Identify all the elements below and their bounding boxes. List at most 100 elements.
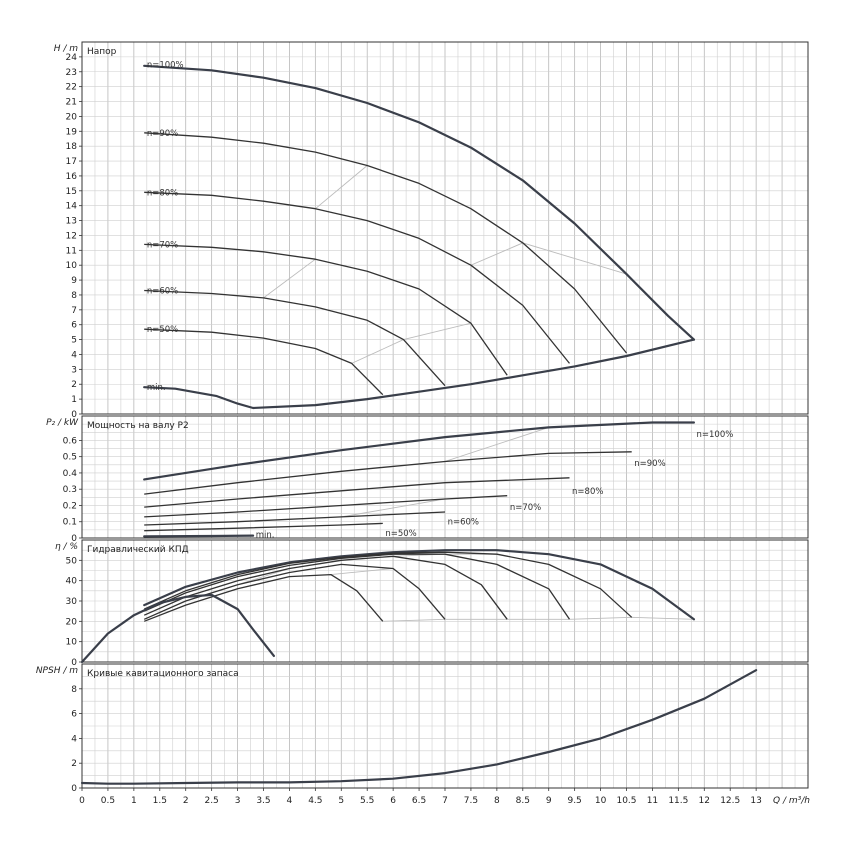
panel-title: Кривые кавитационного запаса <box>87 669 239 679</box>
series-line-n-60 <box>144 289 446 387</box>
y-tick-label: 9 <box>71 276 77 286</box>
guide-line <box>351 242 627 364</box>
series-line-n-90 <box>143 551 633 618</box>
y-tick-label: 4 <box>71 350 77 360</box>
series-label-min: min. <box>147 383 166 393</box>
y-tick-label: 17 <box>66 157 77 167</box>
series-label-n-50: n=50% <box>147 325 178 335</box>
y-tick-label: 0.6 <box>63 436 78 446</box>
y-tick-label: 0.5 <box>63 453 77 463</box>
y-tick-label: 3 <box>71 365 77 375</box>
x-tick-label: 3 <box>235 796 241 806</box>
series-line-n-100 <box>143 421 696 481</box>
x-tick-label: 10 <box>595 796 607 806</box>
x-tick-label: 9.5 <box>567 796 581 806</box>
guide-line <box>263 103 368 339</box>
series-line-n-50 <box>143 573 384 622</box>
y-tick-label: 0 <box>71 410 77 420</box>
series-line-min <box>143 338 696 410</box>
series-line-n-80 <box>144 191 571 364</box>
y-tick-label: 24 <box>66 53 78 63</box>
series-line-n-70 <box>144 495 508 518</box>
series-line-min <box>80 593 275 664</box>
y-tick-label: 16 <box>66 172 78 182</box>
x-tick-label: 2.5 <box>204 796 218 806</box>
series-line-n-50 <box>144 328 384 396</box>
y-tick-label: 0 <box>71 658 77 668</box>
y-tick-label: 7 <box>71 306 77 316</box>
x-tick-label: 10.5 <box>616 796 636 806</box>
y-tick-label: 15 <box>66 187 77 197</box>
y-tick-label: 1 <box>71 395 77 405</box>
y-axis-title: H / m <box>54 44 79 54</box>
y-tick-label: 4 <box>71 734 77 744</box>
vertical-grid <box>81 42 809 414</box>
x-tick-label: 5 <box>338 796 344 806</box>
y-tick-label: 21 <box>66 98 77 108</box>
series-label-n-90: n=90% <box>147 129 178 139</box>
y-axis-title: η / % <box>55 542 78 552</box>
x-tick-label: 12.5 <box>720 796 740 806</box>
x-tick-label: 7 <box>442 796 448 806</box>
series-line-n-70 <box>144 243 508 376</box>
series-line-n-60 <box>143 563 446 620</box>
panel-title: Напор <box>87 47 117 57</box>
y-tick-label: 11 <box>66 246 77 256</box>
y-tick-label: 30 <box>66 597 78 607</box>
panel-border <box>81 415 809 539</box>
y-tick-label: 40 <box>66 577 78 587</box>
series-line-n-80 <box>143 553 571 620</box>
x-tick-label: 11 <box>647 796 658 806</box>
y-tick-label: 13 <box>66 217 77 227</box>
y-tick-label: 6 <box>71 321 77 331</box>
guide-lines <box>340 426 549 525</box>
y-tick-label: 10 <box>66 261 78 271</box>
x-tick-label: 1.5 <box>153 796 167 806</box>
y-tick-label: 18 <box>66 142 78 152</box>
y-tick-label: 0.2 <box>63 501 77 511</box>
series-label-n-100: n=100% <box>147 60 184 70</box>
x-tick-label: 13 <box>750 796 761 806</box>
series-label-n-70: n=70% <box>147 240 178 250</box>
y-tick-label: 50 <box>66 556 78 566</box>
y-tick-label: 19 <box>66 127 78 137</box>
series-line-n-90 <box>144 451 632 495</box>
y-tick-label: 2 <box>71 380 77 390</box>
guide-line <box>330 550 498 576</box>
series-label-min: min. <box>256 531 275 541</box>
guide-lines <box>263 103 627 364</box>
panel-2: 0 0.1 0.2 0.3 0.4 0.5 0.6 P₂ / kW Мощность на ва… <box>46 415 809 544</box>
panel-4: 0 2 4 6 8 NPSH / m Кривые кавитационного запас… <box>36 663 810 806</box>
y-axis-title: NPSH / m <box>36 666 78 676</box>
y-tick-label: 14 <box>66 202 78 212</box>
y-tick-label: 0 <box>71 784 77 794</box>
x-tick-label: 1 <box>131 796 137 806</box>
y-tick-label: 8 <box>71 291 77 301</box>
panel-1: 0123456789101112131415161718192021222324… <box>54 41 809 420</box>
x-tick-label: 5.5 <box>360 796 374 806</box>
y-tick-label: 22 <box>66 83 77 93</box>
x-tick-label: 8 <box>494 796 500 806</box>
series-line-n-60 <box>144 511 446 526</box>
y-tick-label: 5 <box>71 336 77 346</box>
series-label-n-50: n=50% <box>385 529 416 539</box>
panel-border <box>81 41 809 415</box>
x-tick-label: 7.5 <box>464 796 478 806</box>
series-label-n-80: n=80% <box>147 188 178 198</box>
y-tick-label: 20 <box>66 617 78 627</box>
horizontal-grid <box>82 41 808 415</box>
x-tick-label: 3.5 <box>256 796 270 806</box>
y-tick-label: 0.3 <box>63 485 77 495</box>
x-tick-label: 8.5 <box>516 796 530 806</box>
y-tick-label: 0.4 <box>63 469 78 479</box>
series-line-n-50 <box>144 522 383 532</box>
series-label-n-100: n=100% <box>697 430 734 440</box>
series-label-n-60: n=60% <box>448 518 479 528</box>
y-tick-label: 20 <box>66 112 78 122</box>
x-tick-label: 0 <box>79 796 85 806</box>
series-line-min <box>143 534 255 538</box>
guide-line <box>340 426 549 525</box>
panel-title: Мощность на валу P2 <box>87 421 189 431</box>
